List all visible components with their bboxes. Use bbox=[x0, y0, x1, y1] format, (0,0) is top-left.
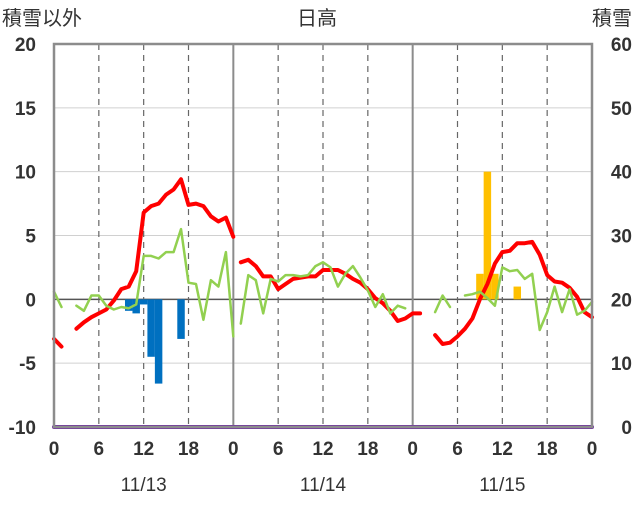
y-tick-label-right: 60 bbox=[611, 35, 632, 56]
y-tick-label-left: 0 bbox=[25, 290, 36, 311]
y-tick-label-right: 0 bbox=[621, 418, 632, 439]
plot-frame bbox=[52, 42, 594, 429]
y-tick-label-right: 50 bbox=[611, 99, 632, 120]
x-tick-label: 12 bbox=[312, 439, 333, 460]
bar bbox=[124, 299, 133, 311]
y-tick-label-left: 15 bbox=[15, 99, 37, 120]
chart-title: 日高 bbox=[297, 7, 337, 30]
date-labels: 11/13 11/14 11/15 bbox=[121, 475, 526, 496]
snow-bar bbox=[483, 171, 492, 300]
y-tick-label-right: 40 bbox=[611, 163, 632, 184]
snow-bar bbox=[513, 286, 522, 300]
series-line-green bbox=[52, 227, 594, 338]
bar bbox=[177, 299, 185, 339]
y-tick-label-right: 30 bbox=[611, 227, 632, 248]
right-axis-label: 積雪 bbox=[592, 7, 632, 30]
x-tick-label: 18 bbox=[178, 439, 199, 460]
left-axis-label: 積雪以外 bbox=[2, 7, 82, 30]
y-tick-label-left: -5 bbox=[19, 354, 36, 375]
bar bbox=[132, 299, 140, 314]
series-line-red bbox=[52, 177, 594, 349]
date-label: 11/15 bbox=[479, 475, 525, 496]
y-tick-label-left: 20 bbox=[15, 35, 36, 56]
x-tick-label: 0 bbox=[407, 439, 418, 460]
x-tick-label: 12 bbox=[492, 439, 513, 460]
y-tick-label-left: 5 bbox=[25, 227, 36, 248]
y-tick-label-right: 20 bbox=[611, 290, 632, 311]
x-tick-label: 18 bbox=[357, 439, 378, 460]
x-tick-label: 18 bbox=[537, 439, 558, 460]
y-tick-label-right: 10 bbox=[611, 354, 632, 375]
date-label: 11/14 bbox=[300, 475, 347, 496]
x-tick-label: 12 bbox=[133, 439, 154, 460]
bar bbox=[154, 299, 163, 384]
snow-bar bbox=[491, 273, 499, 300]
y-tick-label-left: 10 bbox=[15, 163, 36, 184]
x-tick-label: 0 bbox=[587, 439, 598, 460]
x-tick-label: 6 bbox=[94, 439, 105, 460]
date-label: 11/13 bbox=[121, 475, 167, 496]
bar bbox=[139, 299, 148, 305]
snow-bar bbox=[476, 273, 484, 300]
x-tick-label: 0 bbox=[228, 439, 239, 460]
x-tick-label: 6 bbox=[273, 439, 284, 460]
x-tick-label: 0 bbox=[49, 439, 60, 460]
x-tick-label: 6 bbox=[452, 439, 463, 460]
y-tick-label-left: -10 bbox=[9, 418, 36, 439]
bar bbox=[147, 299, 155, 357]
